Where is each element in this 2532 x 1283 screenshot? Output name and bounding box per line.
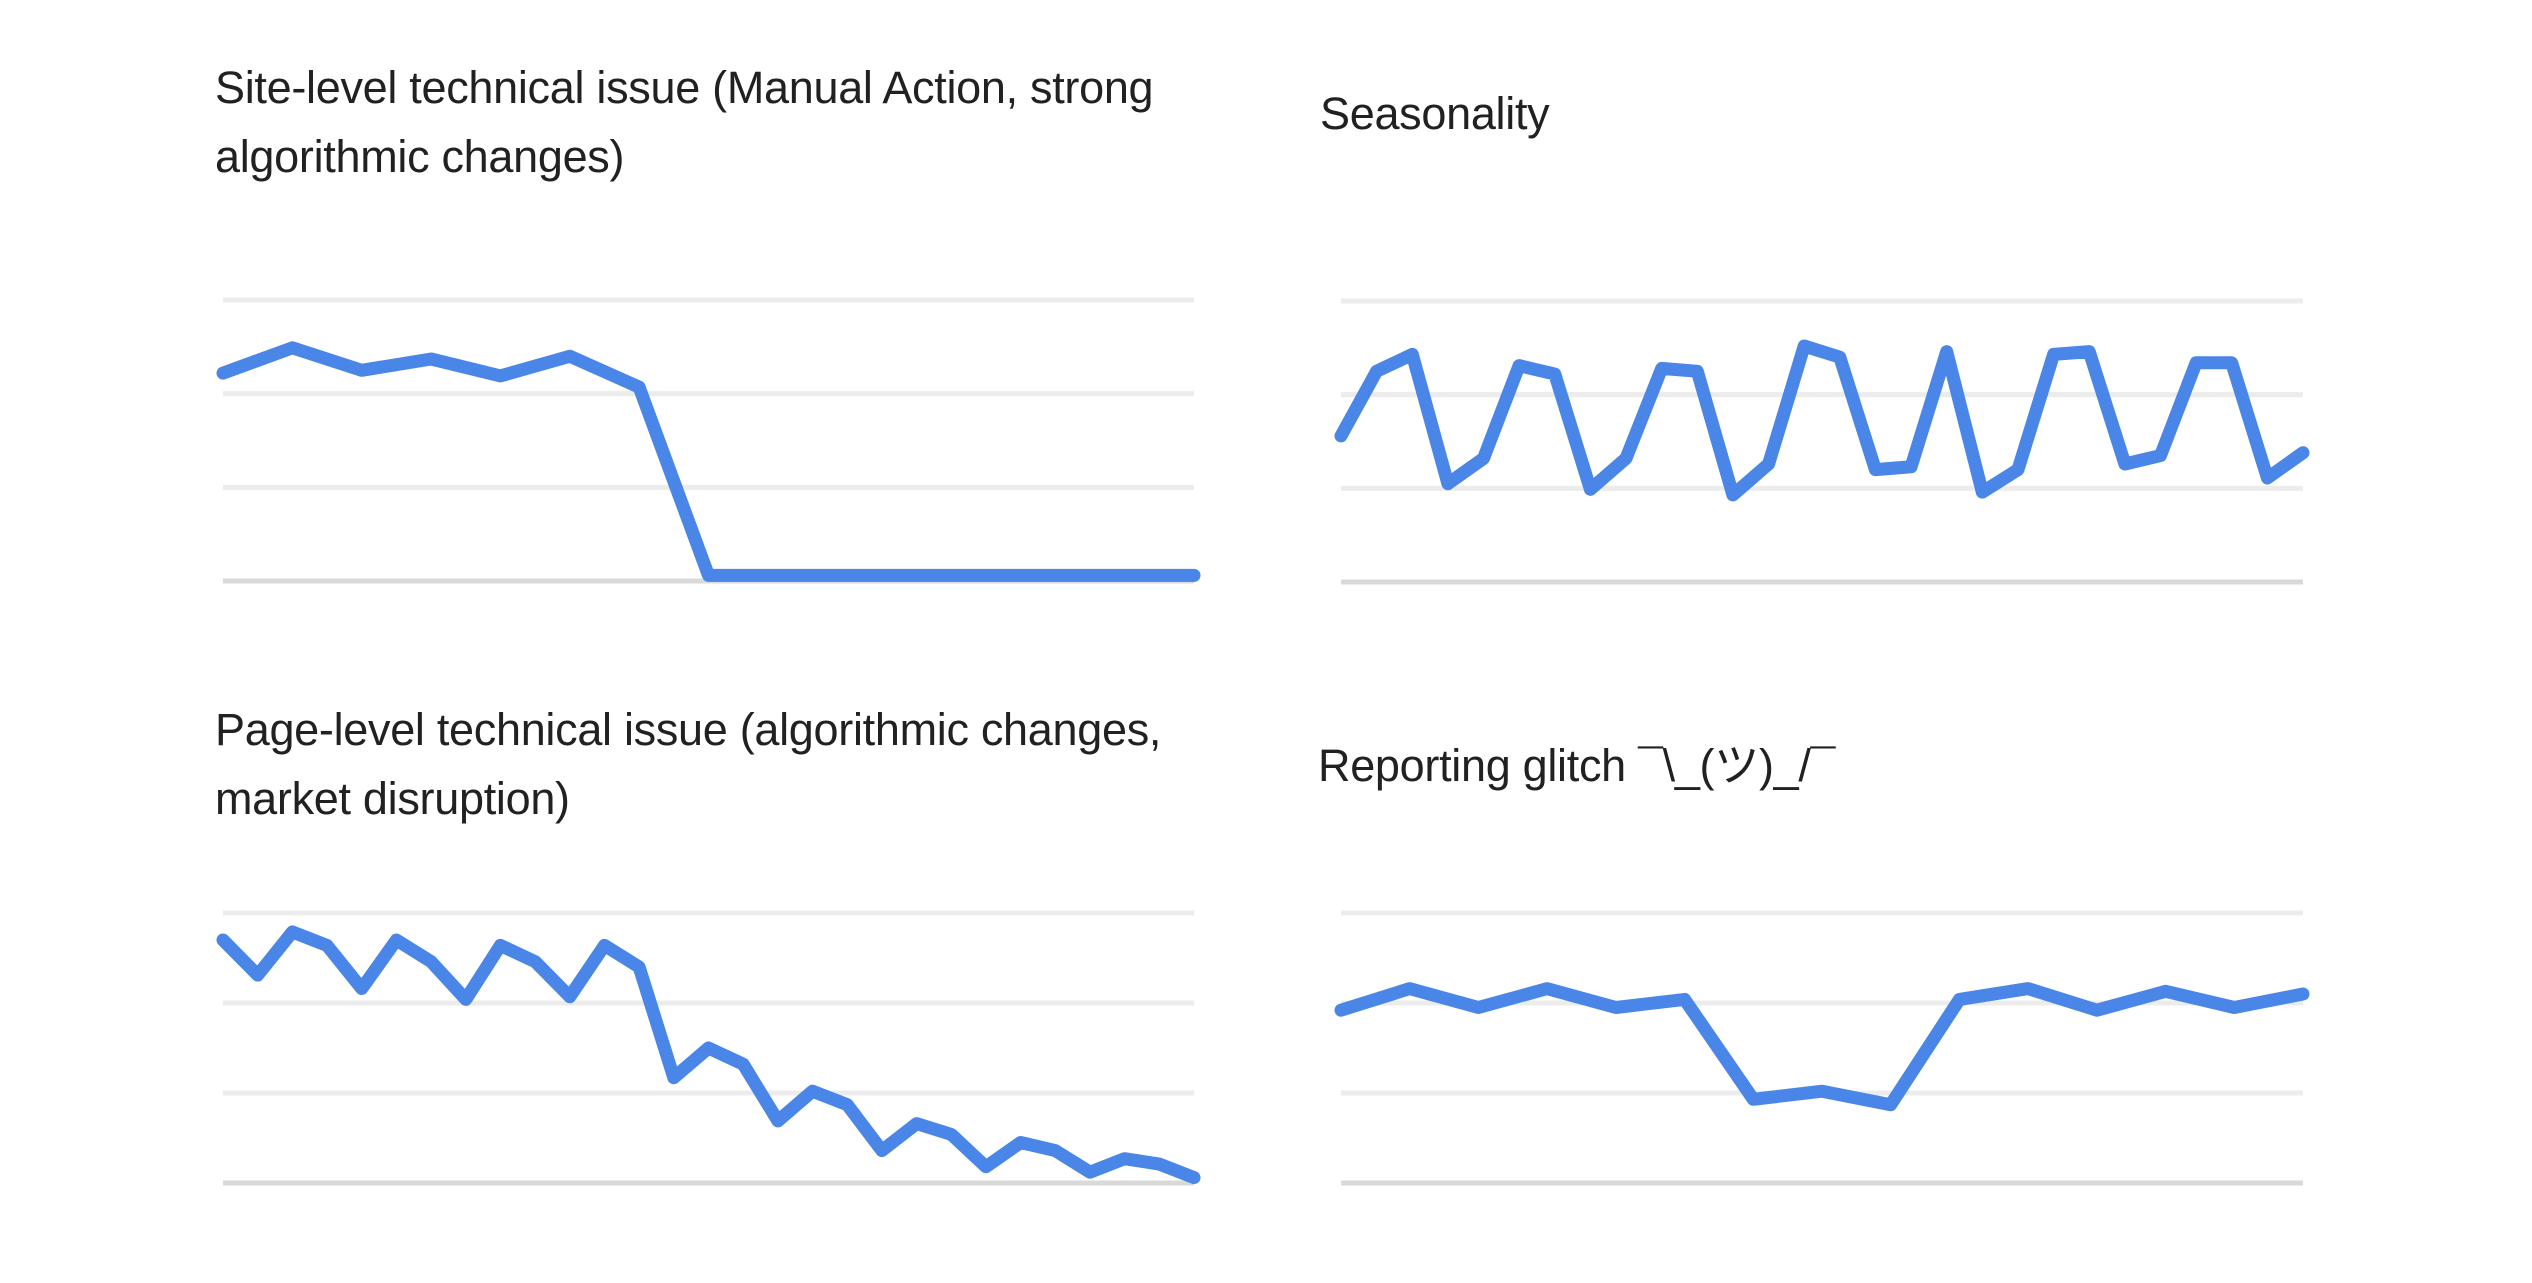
line-chart-site-level-issue [216, 297, 1201, 584]
chart-title-line-1: Site-level technical issue (Manual Actio… [215, 62, 1154, 113]
chart-title-line-2: market disruption) [215, 773, 570, 824]
trend-line [1334, 339, 2310, 502]
line-chart-reporting-glitch [1334, 910, 2310, 1186]
chart-title: Site-level technical issue (Manual Actio… [215, 53, 1154, 191]
chart-title: Seasonality [1320, 79, 1550, 148]
chart-title-line-1: Seasonality [1320, 88, 1550, 139]
line-chart-page-level-issue [216, 910, 1201, 1186]
trend-line [1334, 982, 2310, 1112]
chart-title: Page-level technical issue (algorithmic … [215, 695, 1161, 833]
chart-title-line-1: Reporting glitch ¯\_(ツ)_/¯ [1318, 740, 1836, 791]
trend-line [216, 925, 1201, 1185]
chart-title: Reporting glitch ¯\_(ツ)_/¯ [1318, 731, 1835, 800]
chart-title-line-2: algorithmic changes) [215, 131, 625, 182]
trend-line [216, 341, 1201, 582]
line-chart-seasonality [1334, 298, 2310, 585]
chart-title-line-1: Page-level technical issue (algorithmic … [215, 704, 1162, 755]
